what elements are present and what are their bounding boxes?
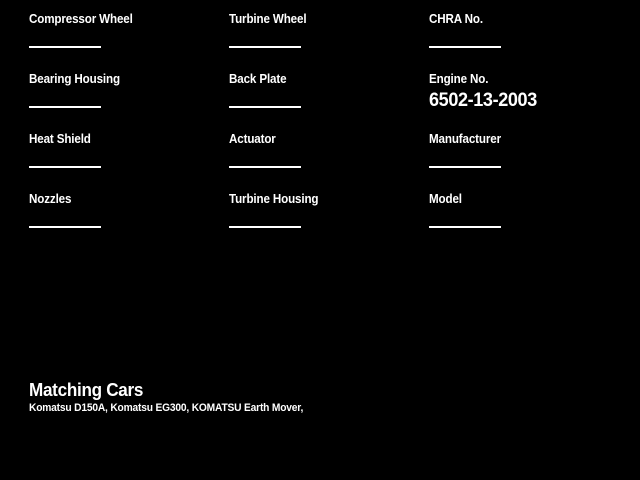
spec-field-back-plate: Back Plate <box>229 72 429 132</box>
matching-cars-title: Matching Cars <box>29 380 144 400</box>
spec-field-rule <box>29 46 101 48</box>
spec-label: Engine No. <box>429 72 489 86</box>
spec-field-turbine-housing: Turbine Housing <box>229 192 429 252</box>
spec-field-rule <box>429 46 501 48</box>
spec-field-compressor-wheel: Compressor Wheel <box>29 12 229 72</box>
spec-field-rule <box>229 166 301 168</box>
spec-label: Heat Shield <box>29 132 91 146</box>
spec-label: Bearing Housing <box>29 72 120 86</box>
spec-field-rule <box>429 166 501 168</box>
spec-label: Turbine Wheel <box>229 12 307 26</box>
spec-field-chra-no: CHRA No. <box>429 12 619 72</box>
spec-label: Turbine Housing <box>229 192 319 206</box>
spec-field-rule <box>29 166 101 168</box>
spec-label: Actuator <box>229 132 276 146</box>
matching-cars-list: Komatsu D150A, Komatsu EG300, KOMATSU Ea… <box>29 402 304 414</box>
spec-label: CHRA No. <box>429 12 483 26</box>
spec-field-manufacturer: Manufacturer <box>429 132 619 192</box>
spec-field-engine-no: Engine No. 6502-13-2003 <box>429 72 619 132</box>
spec-field-model: Model <box>429 192 619 252</box>
spec-label: Compressor Wheel <box>29 12 133 26</box>
spec-value-engine-no: 6502-13-2003 <box>429 90 537 111</box>
spec-label: Back Plate <box>229 72 287 86</box>
spec-field-rule <box>229 106 301 108</box>
spec-field-rule <box>229 226 301 228</box>
spec-field-nozzles: Nozzles <box>29 192 229 252</box>
spec-label: Model <box>429 192 462 206</box>
spec-label: Nozzles <box>29 192 72 206</box>
specification-grid: Compressor Wheel Turbine Wheel CHRA No. … <box>29 12 619 252</box>
spec-field-bearing-housing: Bearing Housing <box>29 72 229 132</box>
spec-label: Manufacturer <box>429 132 501 146</box>
spec-field-rule <box>229 46 301 48</box>
spec-field-rule <box>429 226 501 228</box>
spec-field-rule <box>29 226 101 228</box>
spec-field-heat-shield: Heat Shield <box>29 132 229 192</box>
spec-field-rule <box>29 106 101 108</box>
matching-cars-section: Matching Cars Komatsu D150A, Komatsu EG3… <box>29 380 609 415</box>
spec-field-turbine-wheel: Turbine Wheel <box>229 12 429 72</box>
spec-field-actuator: Actuator <box>229 132 429 192</box>
